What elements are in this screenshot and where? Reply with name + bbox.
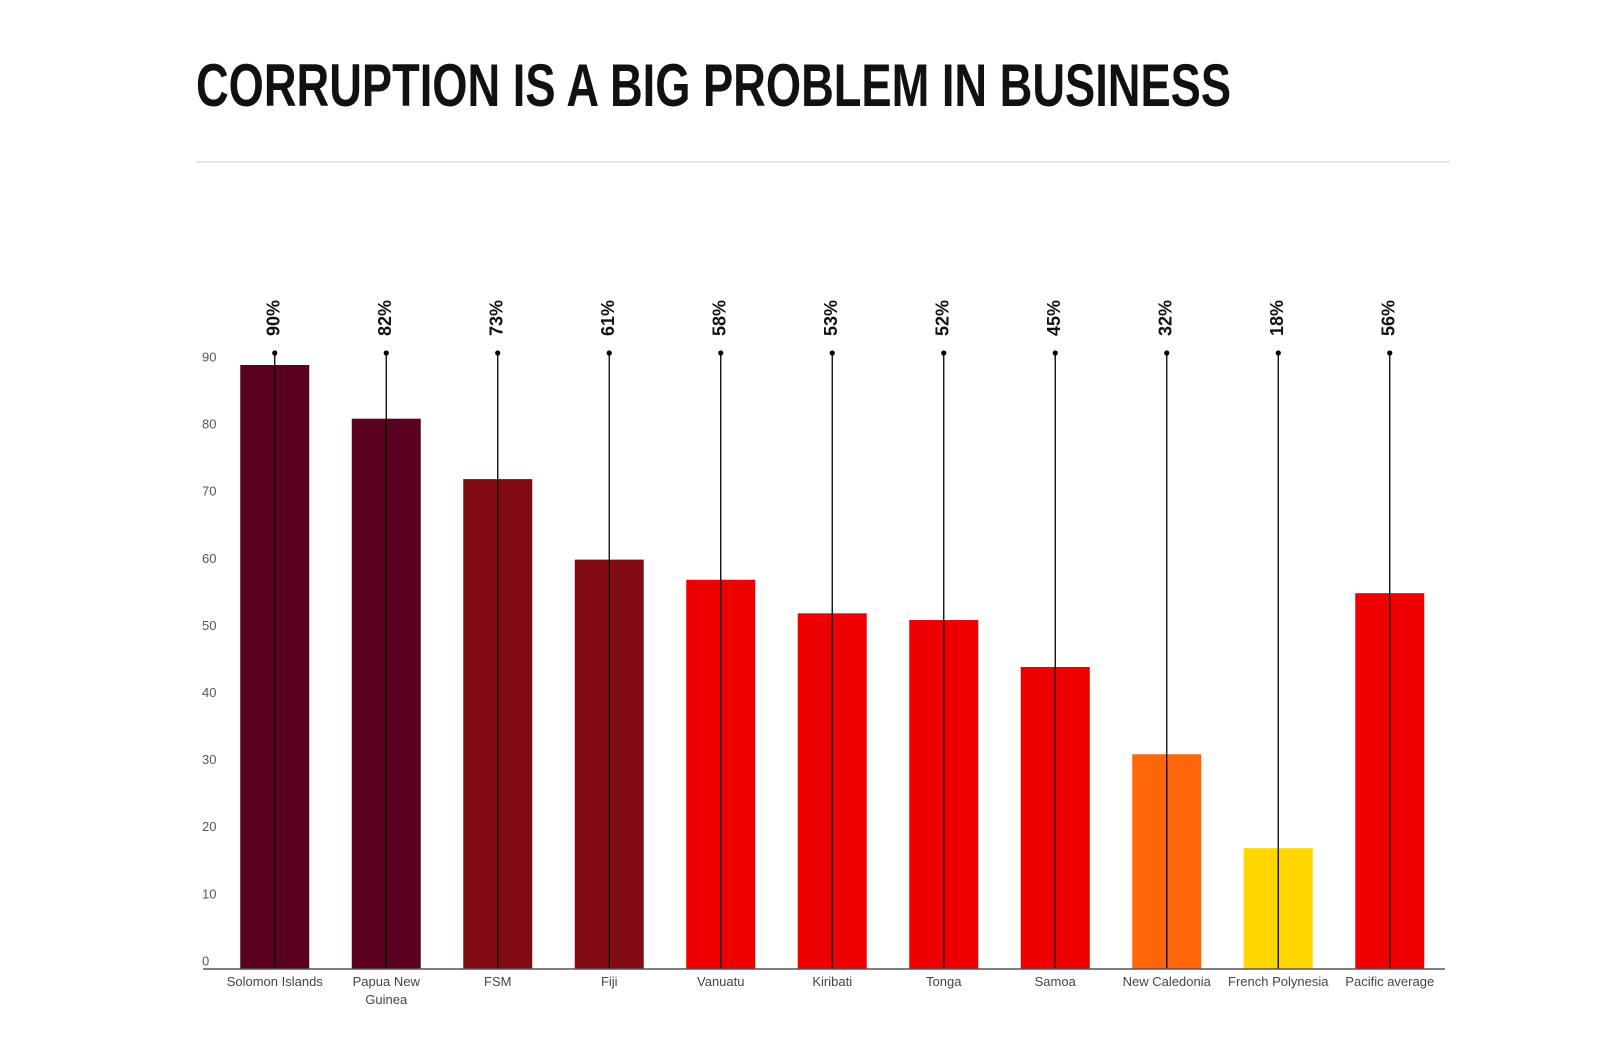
y-tick-label: 0 <box>202 953 209 968</box>
y-tick-label: 30 <box>202 752 216 767</box>
value-label: 90% <box>264 300 284 336</box>
leader-dot <box>829 350 835 356</box>
x-tick-label: Samoa <box>1034 974 1076 989</box>
leader-dot <box>1164 350 1170 356</box>
y-tick-label: 70 <box>202 484 216 499</box>
value-label: 82% <box>375 300 395 336</box>
value-label: 32% <box>1156 300 1176 336</box>
value-label: 58% <box>710 300 730 336</box>
y-tick-label: 20 <box>202 819 216 834</box>
leader-dot <box>941 350 947 356</box>
leader-dot <box>606 350 612 356</box>
x-tick-label: New Caledonia <box>1122 974 1211 989</box>
y-tick-label: 10 <box>202 886 216 901</box>
chart-title: CORRUPTION IS A BIG PROBLEM IN BUSINESS <box>196 52 1231 119</box>
leader-dot <box>718 350 724 356</box>
x-tick-label: Vanuatu <box>697 974 745 989</box>
value-label: 52% <box>933 300 953 336</box>
value-label: 61% <box>598 300 618 336</box>
leader-dot <box>272 350 278 356</box>
y-tick-label: 40 <box>202 685 216 700</box>
x-tick-label: Papua New Guinea <box>352 974 420 1007</box>
leader-dot <box>1275 350 1281 356</box>
value-label: 73% <box>487 300 507 336</box>
value-label: 45% <box>1044 300 1064 336</box>
x-tick-label: French Polynesia <box>1228 974 1329 989</box>
leader-dot <box>383 350 389 356</box>
x-tick-label: Fiji <box>600 974 618 989</box>
y-tick-label: 60 <box>202 551 216 566</box>
value-label: 18% <box>1267 300 1287 336</box>
x-tick-label: Kiribati <box>812 974 853 989</box>
y-tick-label: 50 <box>202 618 216 633</box>
value-label: 53% <box>821 300 841 336</box>
x-tick-label: Solomon Islands <box>226 974 323 989</box>
leader-dot <box>1387 350 1393 356</box>
value-label: 56% <box>1379 300 1399 336</box>
x-tick-label: Tonga <box>926 974 962 989</box>
y-tick-label: 90 <box>202 349 216 364</box>
leader-dot <box>495 350 501 356</box>
leader-dot <box>1052 350 1058 356</box>
y-tick-label: 80 <box>202 417 216 432</box>
x-tick-label: FSM <box>484 974 512 989</box>
x-tick-label: Pacific average <box>1345 974 1435 989</box>
